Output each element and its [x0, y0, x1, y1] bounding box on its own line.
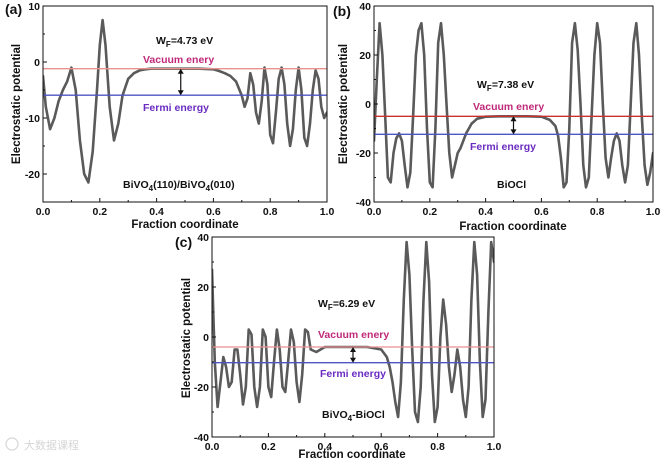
panel-label: (a) [5, 1, 22, 17]
x-tick-label: 1.0 [646, 206, 661, 218]
work-function-arrow-head-up [177, 68, 184, 74]
vacuum-energy-label: Vacuum enery [473, 101, 544, 113]
x-tick-label: 0.4 [317, 441, 332, 453]
panel-a: (a) Electrostatic potential Fraction coo… [5, 1, 334, 231]
x-tick-label: 0.8 [263, 206, 278, 218]
material-part: BiVO [123, 179, 149, 191]
material-part: (110)/BiVO [153, 179, 206, 191]
x-tick-label: 0.6 [206, 206, 221, 218]
work-function-label: WF=7.38 eV [477, 79, 534, 93]
fermi-energy-label: Fermi energy [143, 102, 209, 114]
fermi-energy-label: Fermi energy [320, 368, 386, 380]
work-function-arrow-head-down [177, 90, 184, 96]
x-tick-label: 0.6 [534, 206, 549, 218]
panel-label: (b) [333, 3, 351, 19]
x-tick-label: 0.2 [92, 206, 107, 218]
x-tick-label: 1.0 [487, 441, 502, 453]
work-function-subscript: F [487, 84, 492, 93]
material-subscript: 4 [348, 414, 353, 423]
x-tick-label: 0.8 [430, 441, 445, 453]
y-axis-title: Electrostatic potential [11, 44, 23, 164]
plot-area: 0.0 0.2 0.4 0.6 0.8 1.0 10 0 -10 -20 [25, 1, 335, 218]
material-label: BiVO4(110)/BiVO4(010) [123, 179, 235, 193]
work-function-arrow-head-down [510, 129, 517, 135]
potential-curve [43, 18, 327, 184]
watermark-text: 大数据课程 [24, 438, 79, 452]
vacuum-energy-label: Vacuum enery [143, 54, 214, 66]
panel-label: (c) [175, 234, 192, 250]
x-tick-label: 0.8 [590, 206, 605, 218]
work-function-subscript: F [328, 303, 333, 312]
y-tick-label: 0 [365, 99, 371, 111]
material-part: BiVO [322, 409, 348, 421]
vacuum-energy-label: Vacuum enery [318, 329, 389, 341]
work-function-prefix: W [156, 35, 166, 47]
watermark-icon [5, 437, 19, 451]
material-part: (010) [210, 179, 235, 191]
y-tick-label: 10 [28, 1, 40, 13]
x-tick-label: 0.4 [478, 206, 493, 218]
y-axis-title: Electrostatic potential [181, 278, 193, 398]
work-function-prefix: W [318, 298, 328, 310]
work-function-arrow-head-up [350, 347, 356, 352]
material-subscript: 4 [206, 184, 211, 193]
y-tick-label: 0 [34, 57, 40, 69]
x-axis-title: Fraction coordinate [459, 221, 566, 233]
work-function-arrow-head-down [350, 357, 356, 363]
work-function-arrow-head-up [510, 116, 517, 122]
x-tick-label: 0.0 [205, 441, 220, 453]
material-part: BiOCl [497, 179, 526, 191]
x-tick-label: 1.0 [320, 206, 335, 218]
y-tick-label: -20 [25, 169, 40, 181]
watermark: 大数据课程 [5, 437, 79, 452]
x-tick-label: 0.4 [149, 206, 164, 218]
x-tick-label: 0.2 [261, 441, 276, 453]
y-tick-label: -20 [194, 382, 209, 394]
x-tick-label: 0.0 [367, 206, 382, 218]
y-tick-label: -40 [194, 432, 209, 444]
work-function-value: =4.73 eV [171, 35, 213, 47]
x-tick-label: 0.2 [422, 206, 437, 218]
material-part: -BiOCl [352, 409, 385, 421]
work-function-subscript: F [166, 40, 171, 49]
x-tick-label: 0.6 [374, 441, 389, 453]
material-subscript: 4 [149, 184, 154, 193]
x-axis-title: Fraction coordinate [298, 449, 405, 461]
y-tick-label: 20 [359, 50, 371, 62]
y-axis-title: Electrostatic potential [338, 44, 350, 164]
y-tick-label: 40 [197, 232, 209, 244]
material-label: BiVO4-BiOCl [322, 409, 385, 423]
y-tick-label: -20 [356, 148, 371, 160]
y-tick-label: -40 [356, 197, 371, 209]
work-function-label: WF=4.73 eV [156, 35, 213, 49]
y-tick-label: -10 [25, 113, 40, 125]
panel-b: (b) Electrostatic potential Fraction coo… [333, 1, 660, 233]
y-tick-label: 20 [197, 282, 209, 294]
fermi-energy-label: Fermi energy [470, 141, 536, 153]
plot-area: 0.0 0.2 0.4 0.6 0.8 1.0 40 20 0 -20 -40 [356, 1, 661, 218]
work-function-label: WF=6.29 eV [318, 298, 375, 312]
work-function-value: =7.38 eV [492, 79, 534, 91]
x-tick-label: 0.0 [36, 206, 51, 218]
y-tick-label: 40 [359, 1, 371, 13]
plot-area: 0.0 0.2 0.4 0.6 0.8 1.0 40 20 0 -20 -40 [194, 232, 502, 453]
panel-c: (c) Electrostatic potential Fraction coo… [175, 232, 501, 461]
y-tick-label: 0 [203, 332, 209, 344]
work-function-prefix: W [477, 79, 487, 91]
material-label: BiOCl [497, 179, 526, 191]
work-function-value: =6.29 eV [333, 298, 375, 310]
x-axis-title: Fraction coordinate [131, 219, 238, 231]
